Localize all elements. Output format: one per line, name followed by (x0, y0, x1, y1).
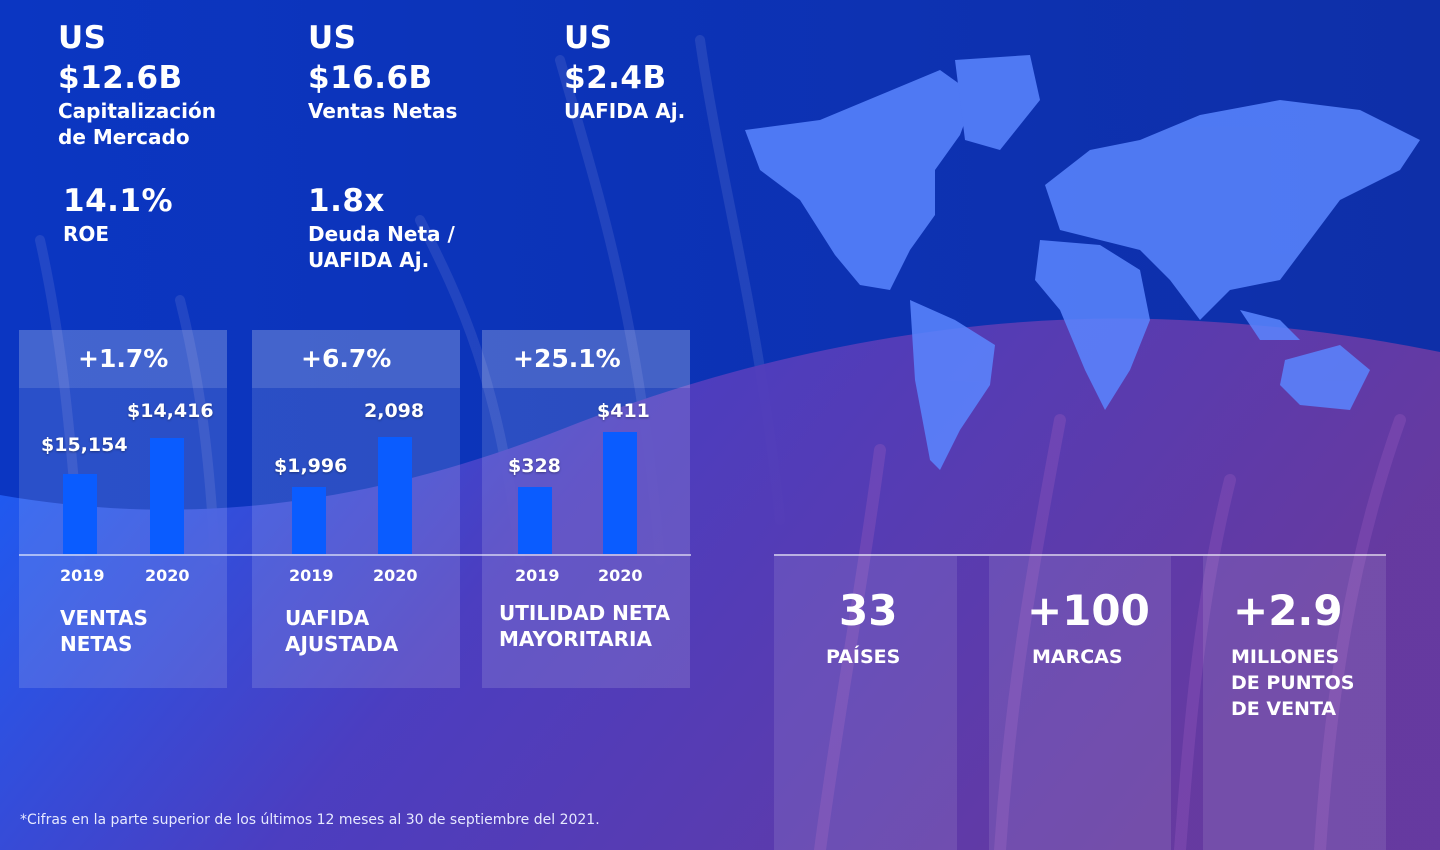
ratio-label-2: UAFIDA Aj. (308, 248, 430, 272)
value-label: $14,416 (127, 400, 214, 422)
stat-label-line: DE VENTA (1231, 698, 1337, 720)
year-label: 2020 (598, 566, 643, 585)
panel-header (19, 330, 227, 388)
metric-prefix: US (564, 20, 613, 56)
ratio-value: 14.1% (63, 183, 174, 219)
panel-title: VENTAS NETAS (60, 605, 148, 657)
panel-title-line: VENTAS (60, 606, 148, 630)
panel-title-line: MAYORITARIA (499, 627, 652, 651)
metric-ebitda: US $2.4B UAFIDA Aj. (564, 18, 685, 124)
metric-value: $12.6B (58, 60, 183, 96)
stat-label-line: PAÍSES (826, 646, 901, 668)
metric-prefix: US (308, 20, 357, 56)
metric-prefix: US (58, 20, 107, 56)
bar-ebitda-2019 (292, 487, 326, 554)
metric-label: UAFIDA Aj. (564, 99, 686, 123)
stats-divider (774, 554, 1386, 556)
panel-title: UTILIDAD NETA MAYORITARIA (499, 600, 670, 652)
year-label: 2020 (373, 566, 418, 585)
bar-net-sales-2020 (150, 438, 184, 554)
ratio-label: Deuda Neta / (308, 222, 455, 246)
panel-title: UAFIDA AJUSTADA (285, 605, 398, 657)
value-label: 2,098 (364, 400, 425, 422)
year-label: 2019 (289, 566, 334, 585)
ratio-label: ROE (63, 222, 110, 246)
panel-title-line: AJUSTADA (285, 632, 399, 656)
stat-label: PAÍSES (826, 644, 900, 670)
metric-net-sales: US $16.6B Ventas Netas (308, 18, 457, 124)
panel-title-line: UAFIDA (285, 606, 370, 630)
year-label: 2019 (515, 566, 560, 585)
metric-value: $2.4B (564, 60, 667, 96)
chart-baseline (19, 554, 691, 556)
value-label: $411 (597, 400, 650, 422)
metric-label-2: de Mercado (58, 125, 190, 149)
value-label: $1,996 (274, 455, 348, 477)
value-label: $15,154 (41, 434, 128, 456)
stat-number: 33 (839, 586, 898, 635)
stat-label-line: DE PUNTOS (1231, 672, 1355, 694)
bar-net-sales-2019 (63, 474, 97, 554)
stat-number: +2.9 (1233, 586, 1343, 635)
bar-net-income-2019 (518, 487, 552, 554)
panel-net-income: +25.1% (482, 330, 690, 688)
panel-title-line: UTILIDAD NETA (499, 601, 671, 625)
growth-label: +6.7% (301, 344, 392, 373)
panel-header (252, 330, 460, 388)
metric-value: $16.6B (308, 60, 433, 96)
bar-net-income-2020 (603, 432, 637, 554)
metric-label: Capitalización (58, 99, 216, 123)
ratio-value: 1.8x (308, 183, 385, 219)
stat-number: +100 (1027, 586, 1150, 635)
metric-label: Ventas Netas (308, 99, 458, 123)
stat-label-line: MILLONES (1231, 646, 1340, 668)
ratio-roe: 14.1% ROE (63, 181, 173, 247)
panel-ebitda: +6.7% (252, 330, 460, 688)
stat-label-line: MARCAS (1032, 646, 1123, 668)
panel-net-sales: +1.7% (19, 330, 227, 688)
footnote: *Cifras en la parte superior de los últi… (20, 812, 600, 828)
growth-label: +25.1% (513, 344, 621, 373)
stat-countries: 33 PAÍSES (774, 556, 957, 850)
year-label: 2019 (60, 566, 105, 585)
growth-label: +1.7% (78, 344, 169, 373)
world-map (745, 55, 1420, 470)
stat-points-of-sale: +2.9 MILLONES DE PUNTOS DE VENTA (1203, 556, 1386, 850)
panel-title-line: NETAS (60, 632, 133, 656)
stat-label: MARCAS (1032, 644, 1123, 670)
metric-market-cap: US $12.6B Capitalización de Mercado (58, 18, 216, 150)
year-label: 2020 (145, 566, 190, 585)
bar-ebitda-2020 (378, 437, 412, 554)
stat-label: MILLONES DE PUNTOS DE VENTA (1231, 644, 1354, 722)
stat-brands: +100 MARCAS (989, 556, 1171, 850)
panel-header (482, 330, 690, 388)
value-label: $328 (508, 455, 561, 477)
ratio-leverage: 1.8x Deuda Neta / UAFIDA Aj. (308, 181, 455, 273)
